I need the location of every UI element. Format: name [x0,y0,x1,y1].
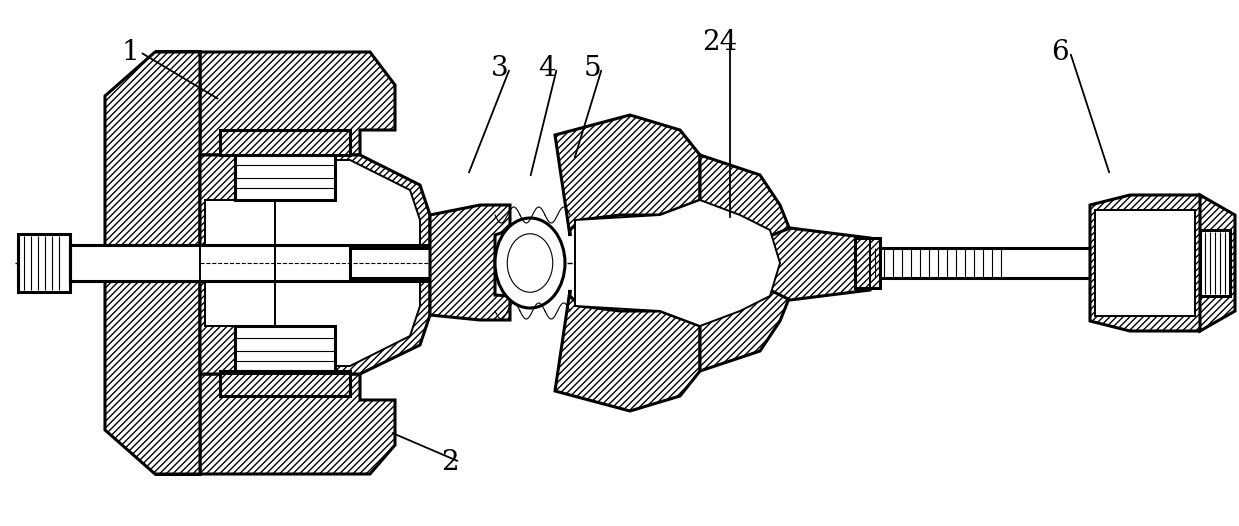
Ellipse shape [507,234,553,292]
Text: 2: 2 [441,449,458,476]
Polygon shape [1090,195,1220,331]
Polygon shape [855,238,880,288]
Polygon shape [155,374,395,474]
Polygon shape [235,155,335,200]
Polygon shape [235,326,335,371]
Polygon shape [430,205,510,320]
Polygon shape [105,52,199,474]
Ellipse shape [496,218,565,308]
Polygon shape [1201,195,1235,331]
Polygon shape [555,290,700,411]
Polygon shape [349,248,496,278]
Polygon shape [69,245,430,281]
Polygon shape [870,248,1095,278]
Text: 6: 6 [1051,38,1069,66]
Polygon shape [700,155,790,371]
Polygon shape [1201,230,1230,296]
Polygon shape [19,234,69,292]
Polygon shape [204,160,420,366]
Polygon shape [221,130,349,155]
Polygon shape [769,228,870,300]
Polygon shape [155,52,395,155]
Text: 3: 3 [491,55,509,82]
Polygon shape [221,371,349,396]
Polygon shape [199,155,430,374]
Text: 24: 24 [703,28,737,56]
Polygon shape [575,200,781,326]
Text: 1: 1 [121,38,139,66]
Polygon shape [555,115,700,236]
Polygon shape [69,245,199,281]
Polygon shape [1095,210,1194,316]
Text: 4: 4 [538,55,556,82]
Text: 5: 5 [584,55,601,82]
